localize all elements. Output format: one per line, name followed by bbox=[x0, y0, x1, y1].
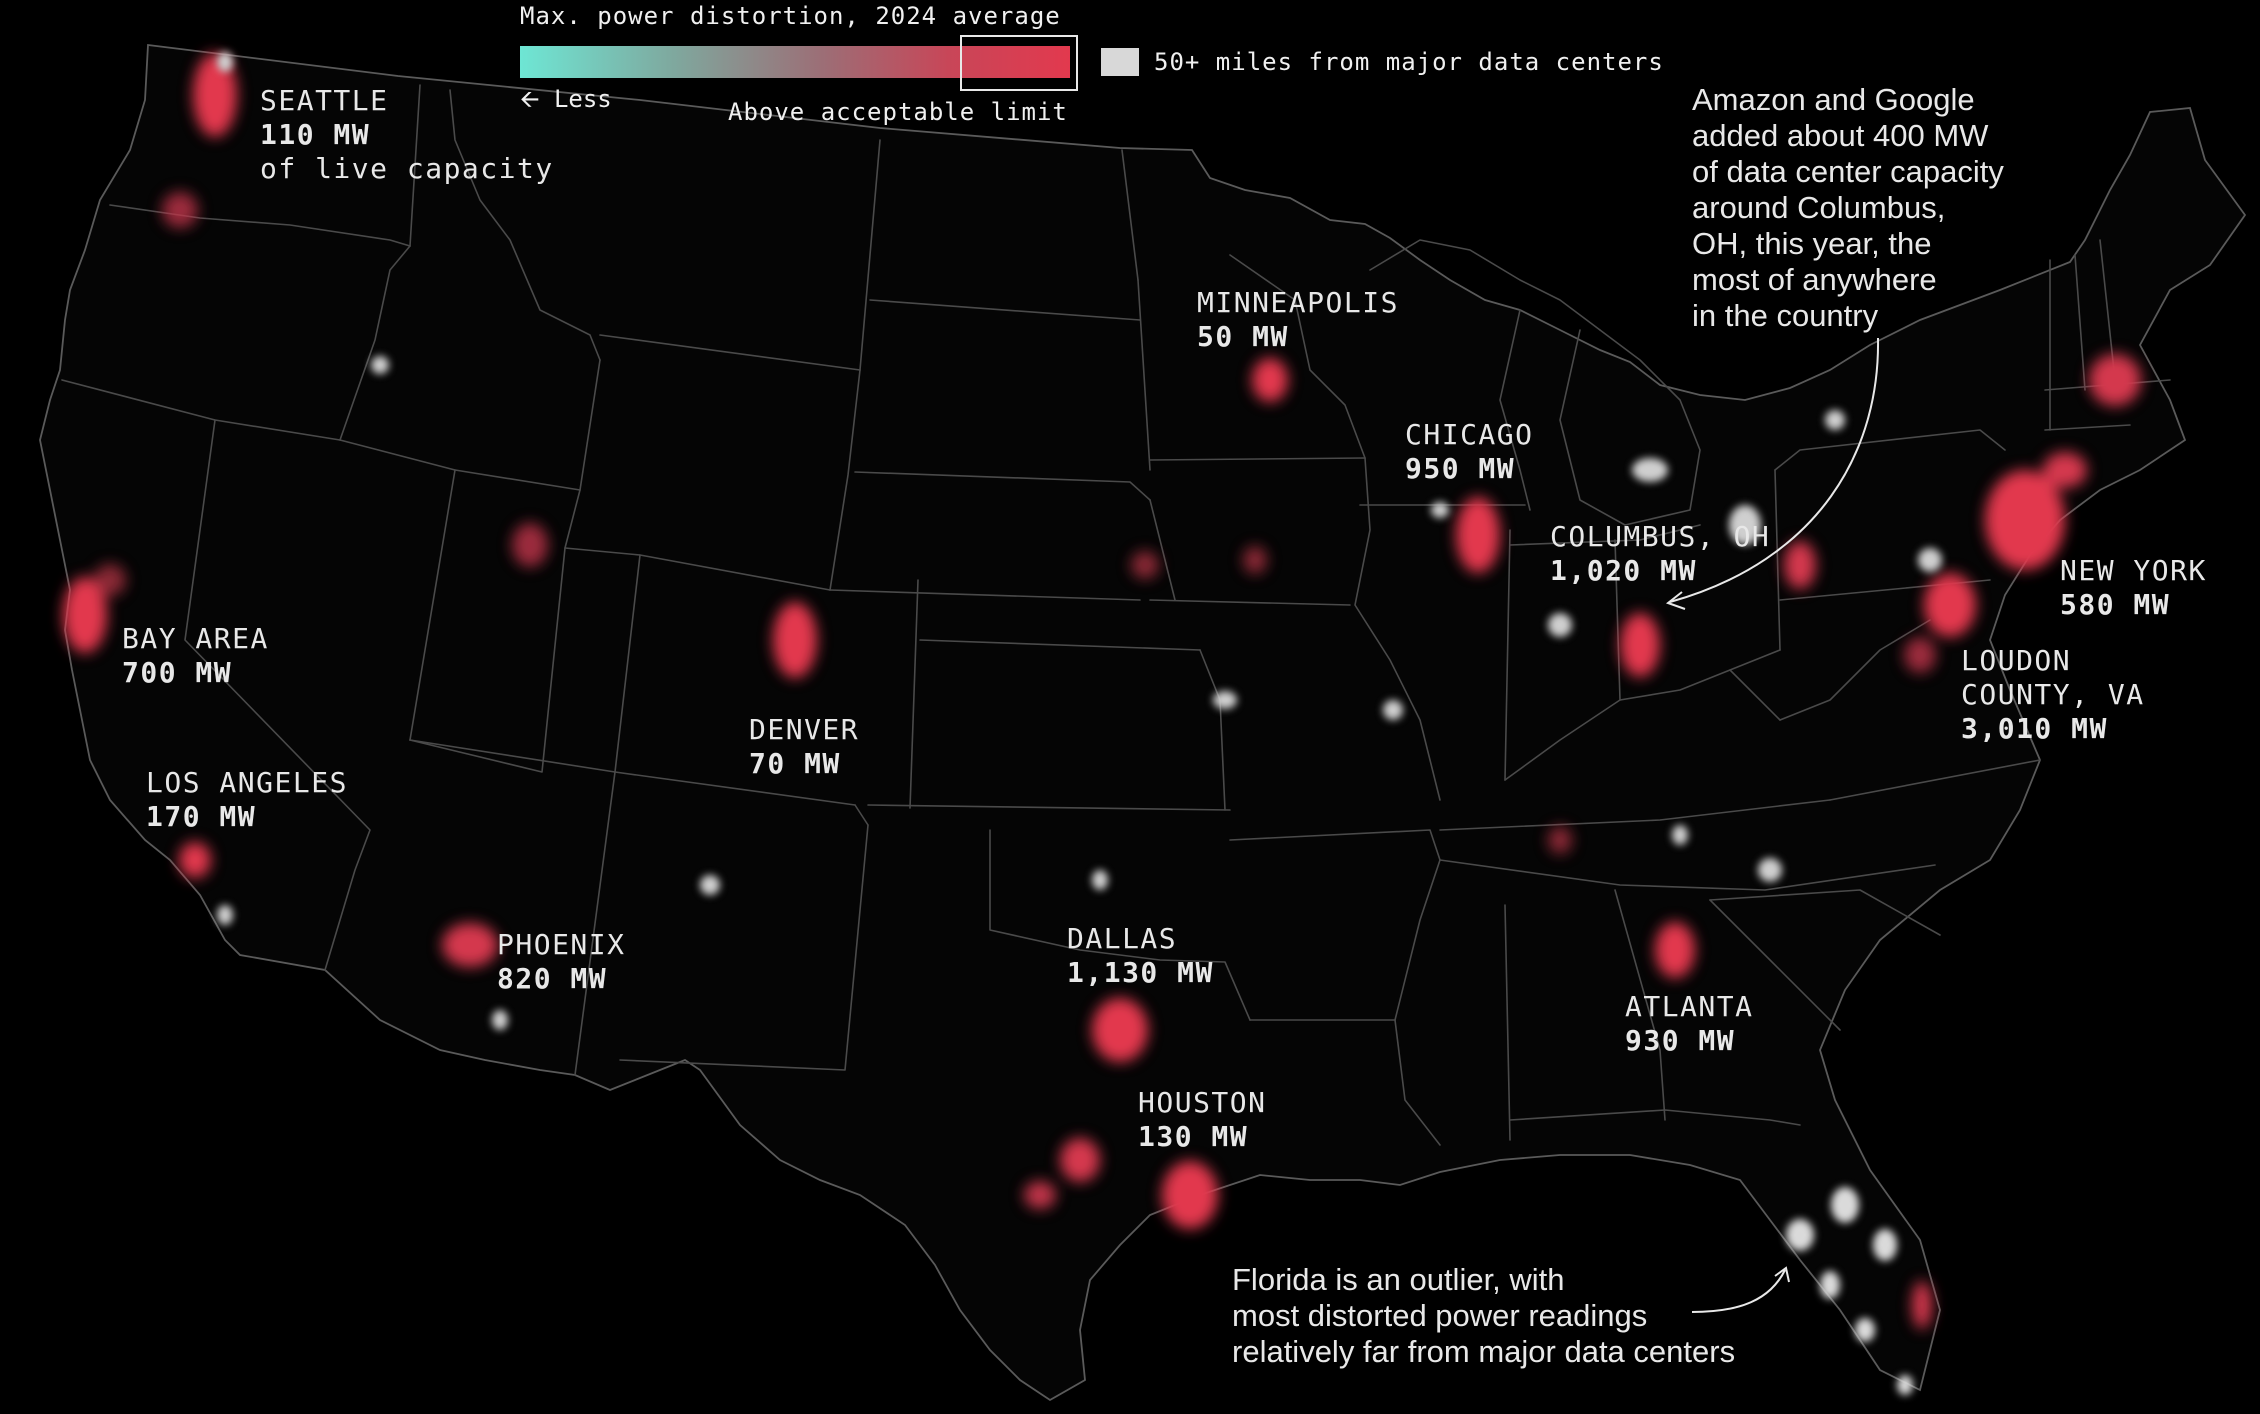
cluster-bay-area bbox=[63, 577, 107, 653]
city-capacity: 170 MW bbox=[146, 800, 257, 833]
florida-annotation: Florida is an outlier, with most distort… bbox=[1232, 1262, 1735, 1370]
annotation-line: in the country bbox=[1692, 298, 1879, 333]
cluster-boston bbox=[2089, 354, 2141, 406]
city-capacity: 130 MW bbox=[1138, 1120, 1249, 1153]
cluster-dallas bbox=[1092, 998, 1148, 1062]
city-name: LOUDON bbox=[1961, 644, 2072, 677]
city-label-loudon-county: LOUDON COUNTY, VA 3,010 MW bbox=[1961, 644, 2145, 746]
cluster-loudon bbox=[1924, 573, 1976, 637]
city-name: ATLANTA bbox=[1625, 990, 1754, 1023]
annotation-line: OH, this year, the bbox=[1692, 226, 1932, 261]
florida-arrowhead bbox=[1774, 1266, 1790, 1283]
cluster-kansas-city bbox=[1131, 551, 1159, 579]
city-label-new-york: NEW YORK 580 MW bbox=[2060, 554, 2207, 622]
legend-less-label: Less bbox=[553, 85, 612, 113]
distortion-clusters bbox=[63, 53, 2141, 1329]
city-capacity: 1,130 MW bbox=[1067, 956, 1214, 989]
cluster-phoenix bbox=[442, 923, 498, 967]
city-capacity: 1,020 MW bbox=[1550, 554, 1697, 587]
legend-far-swatch bbox=[1101, 48, 1139, 76]
cluster-minneapolis bbox=[1252, 358, 1288, 402]
city-label-columbus: COLUMBUS, OH 1,020 MW bbox=[1550, 520, 1770, 588]
city-name: DENVER bbox=[749, 713, 860, 746]
cluster-columbus bbox=[1620, 613, 1660, 677]
capacity-note: of live capacity bbox=[260, 152, 554, 185]
cluster-denver bbox=[773, 602, 817, 678]
cluster-new-york bbox=[1985, 470, 2065, 570]
city-name: MINNEAPOLIS bbox=[1197, 286, 1399, 319]
city-label-phoenix: PHOENIX 820 MW bbox=[497, 928, 626, 996]
legend-title: Max. power distortion, 2024 average bbox=[520, 2, 1061, 30]
cluster-austin bbox=[1060, 1138, 1100, 1182]
city-name: HOUSTON bbox=[1138, 1086, 1267, 1119]
cluster-san-antonio bbox=[1024, 1181, 1056, 1209]
far-clusters bbox=[217, 52, 1942, 1395]
florida-arrow bbox=[1691, 1269, 1786, 1313]
annotation-line: Amazon and Google bbox=[1692, 82, 1975, 117]
cluster-omaha bbox=[1243, 546, 1267, 574]
legend-color-scale bbox=[520, 46, 1070, 78]
city-name: BAY AREA bbox=[122, 622, 269, 655]
city-label-denver: DENVER 70 MW bbox=[749, 713, 859, 781]
city-label-seattle: SEATTLE 110 MW of live capacity bbox=[260, 84, 554, 186]
city-name: SEATTLE bbox=[260, 84, 389, 117]
columbus-annotation: Amazon and Google added about 400 MW of … bbox=[1692, 82, 2004, 334]
city-name-line-2: COUNTY, VA bbox=[1961, 678, 2145, 711]
cluster-chicago bbox=[1456, 497, 1500, 573]
city-label-houston: HOUSTON 130 MW bbox=[1138, 1086, 1267, 1154]
legend-far-label: 50+ miles from major data centers bbox=[1154, 48, 1664, 76]
city-label-atlanta: ATLANTA 930 MW bbox=[1625, 990, 1754, 1058]
columbus-arrowhead bbox=[1665, 591, 1686, 610]
annotation-line: around Columbus, bbox=[1692, 190, 1946, 225]
city-name: COLUMBUS, OH bbox=[1550, 520, 1771, 553]
city-name: NEW YORK bbox=[2060, 554, 2207, 587]
city-name: DALLAS bbox=[1067, 922, 1178, 955]
cluster-atlanta bbox=[1655, 922, 1695, 978]
city-capacity: 70 MW bbox=[749, 747, 841, 780]
annotation-line: most distorted power readings bbox=[1232, 1298, 1648, 1333]
annotation-line: relatively far from major data centers bbox=[1232, 1334, 1736, 1369]
legend-less: 🡨 Less bbox=[520, 82, 612, 123]
city-label-dallas: DALLAS 1,130 MW bbox=[1067, 922, 1214, 990]
cluster-houston bbox=[1162, 1161, 1218, 1229]
cluster-bay-area-2 bbox=[94, 564, 126, 596]
city-capacity: 820 MW bbox=[497, 962, 608, 995]
city-name: PHOENIX bbox=[497, 928, 626, 961]
cluster-new-england bbox=[2043, 452, 2087, 488]
cluster-nashville bbox=[1548, 826, 1572, 854]
annotation-line: most of anywhere bbox=[1692, 262, 1937, 297]
cluster-cleveland bbox=[1784, 541, 1816, 589]
city-capacity: 580 MW bbox=[2060, 588, 2171, 621]
city-label-bay-area: BAY AREA 700 MW bbox=[122, 622, 269, 690]
cluster-seattle bbox=[193, 53, 237, 137]
annotation-line: added about 400 MW bbox=[1692, 118, 1989, 153]
city-capacity: 50 MW bbox=[1197, 320, 1289, 353]
city-label-chicago: CHICAGO 950 MW bbox=[1405, 418, 1534, 486]
state-borders bbox=[61, 84, 2171, 1146]
city-label-los-angeles: LOS ANGELES 170 MW bbox=[146, 766, 348, 834]
columbus-arrow bbox=[1669, 337, 1880, 603]
legend-limit-label: Above acceptable limit bbox=[728, 98, 1068, 126]
legend-limit-marker bbox=[960, 35, 1078, 91]
city-capacity: 950 MW bbox=[1405, 452, 1516, 485]
annotation-line: of data center capacity bbox=[1692, 154, 2004, 189]
arrow-left-icon: 🡨 bbox=[520, 85, 540, 113]
cluster-slc bbox=[512, 523, 548, 567]
cluster-portland bbox=[162, 192, 198, 228]
city-capacity: 110 MW bbox=[260, 118, 371, 151]
city-capacity: 700 MW bbox=[122, 656, 233, 689]
city-label-minneapolis: MINNEAPOLIS 50 MW bbox=[1197, 286, 1399, 354]
annotation-line: Florida is an outlier, with bbox=[1232, 1262, 1565, 1297]
cluster-richmond bbox=[1904, 637, 1936, 673]
city-capacity: 3,010 MW bbox=[1961, 712, 2108, 745]
city-name: CHICAGO bbox=[1405, 418, 1534, 451]
cluster-los-angeles bbox=[179, 842, 211, 878]
city-capacity: 930 MW bbox=[1625, 1024, 1736, 1057]
cluster-florida-east bbox=[1912, 1281, 1932, 1329]
city-name: LOS ANGELES bbox=[146, 766, 348, 799]
